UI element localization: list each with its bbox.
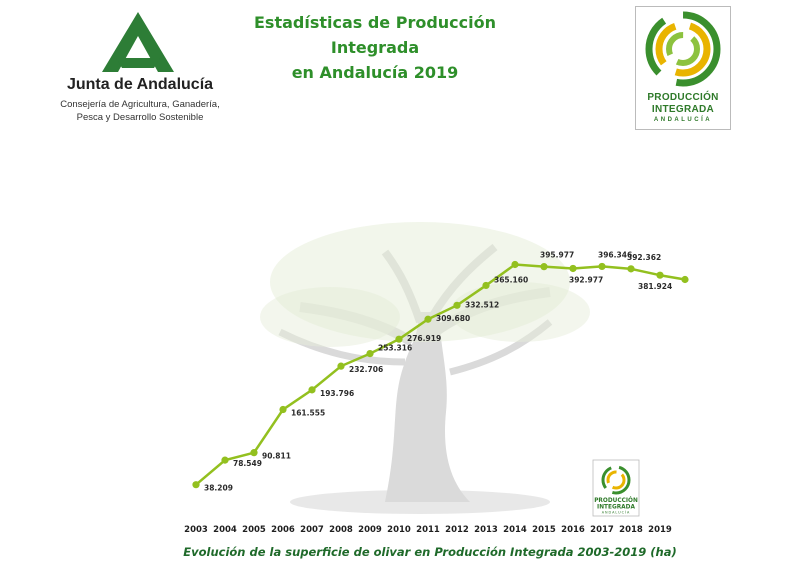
data-label: 193.796 [320,389,354,398]
data-point [598,262,606,271]
data-label: 392.362 [627,253,661,262]
data-point [453,301,461,309]
data-point [279,405,287,414]
data-label: 309.680 [436,314,470,323]
x-tick-label: 2016 [561,525,585,535]
org-sub-line2: Pesca y Desarrollo Sostenible [76,112,204,123]
x-tick-label: 2007 [300,525,324,535]
data-point [250,449,258,457]
data-point [511,260,519,269]
chart-area: 38.209 78.549 90.811 161.555 193.796 232.706 2… [150,212,725,542]
x-tick-label: 2010 [387,525,411,535]
inset-logo-line3: ANDALUCÍA [602,510,631,515]
inset-swirl-icon [601,465,631,495]
x-tick-label: 2013 [474,525,498,535]
pi-logo-line1: PRODUCCIÓN [647,92,719,103]
data-label: 38.209 [204,484,233,493]
series-line-tail [659,273,686,281]
x-tick-label: 2008 [329,525,353,535]
data-point [192,481,200,489]
x-tick-label: 2009 [358,525,382,535]
title-line2: en Andalucía 2019 [291,63,459,82]
data-label: 232.706 [349,365,383,374]
inset-logo-line1: PRODUCCIÓN [594,497,638,504]
x-tick-label: 2003 [184,525,208,535]
data-label: 365.160 [494,275,528,284]
x-tick-label: 2004 [213,525,237,535]
data-point [627,265,635,273]
x-tick-label: 2012 [445,525,469,535]
org-subtitle: Consejería de Agricultura, Ganadería, Pe… [50,98,230,124]
data-label: 90.811 [262,452,291,461]
data-label: 381.924 [638,282,672,291]
x-tick-label: 2014 [503,525,527,535]
x-tick-label: 2005 [242,525,266,535]
pi-logo-line2: INTEGRADA [651,104,715,115]
data-point [395,335,403,343]
org-name: Junta de Andalucía [66,76,214,93]
data-point [656,271,664,279]
data-label: 395.977 [540,251,574,260]
title-line1: Estadísticas de Producción Integrada [253,13,497,57]
org-sub-line1: Consejería de Agricultura, Ganadería, [60,99,220,110]
x-tick-label: 2018 [619,525,643,535]
data-point [681,275,689,284]
chart-caption: Evolución de la superficie de olivar en … [183,545,677,559]
data-label: 332.512 [465,300,499,309]
junta-logo: Junta de Andalucía Consejería de Agricul… [50,8,230,128]
data-point [221,456,229,464]
data-point [337,362,345,370]
data-label: 253.316 [378,344,412,353]
produccion-integrada-logo: PRODUCCIÓN INTEGRADA ANDALUCÍA [635,6,731,130]
data-point [424,315,432,323]
data-label: 396.346 [598,250,632,259]
inset-pi-logo: PRODUCCIÓN INTEGRADA ANDALUCÍA [592,459,640,517]
x-tick-label: 2006 [271,525,295,535]
data-label: 392.977 [569,275,603,284]
page-title: Estadísticas de Producción Integrada en … [235,10,515,85]
data-label: 78.549 [233,459,262,468]
pi-logo-line3: ANDALUCÍA [653,117,713,123]
x-tick-label: 2019 [648,525,672,535]
data-label: 161.555 [291,409,325,418]
junta-a-logo-icon [102,12,174,72]
x-tick-label: 2015 [532,525,556,535]
data-label: 276.919 [407,334,441,343]
data-point [482,281,490,290]
olive-tree-background [260,222,590,514]
x-axis-labels: 2003 2004 2005 2006 2007 2008 2009 2010 2011 2012… [184,525,672,535]
data-point [366,349,374,358]
data-point [308,386,316,394]
pi-swirl-icon [645,11,721,87]
x-tick-label: 2017 [590,525,614,535]
data-point [540,263,548,271]
data-point [569,264,577,273]
x-tick-label: 2011 [416,525,440,535]
inset-logo-line2: INTEGRADA [597,505,635,511]
